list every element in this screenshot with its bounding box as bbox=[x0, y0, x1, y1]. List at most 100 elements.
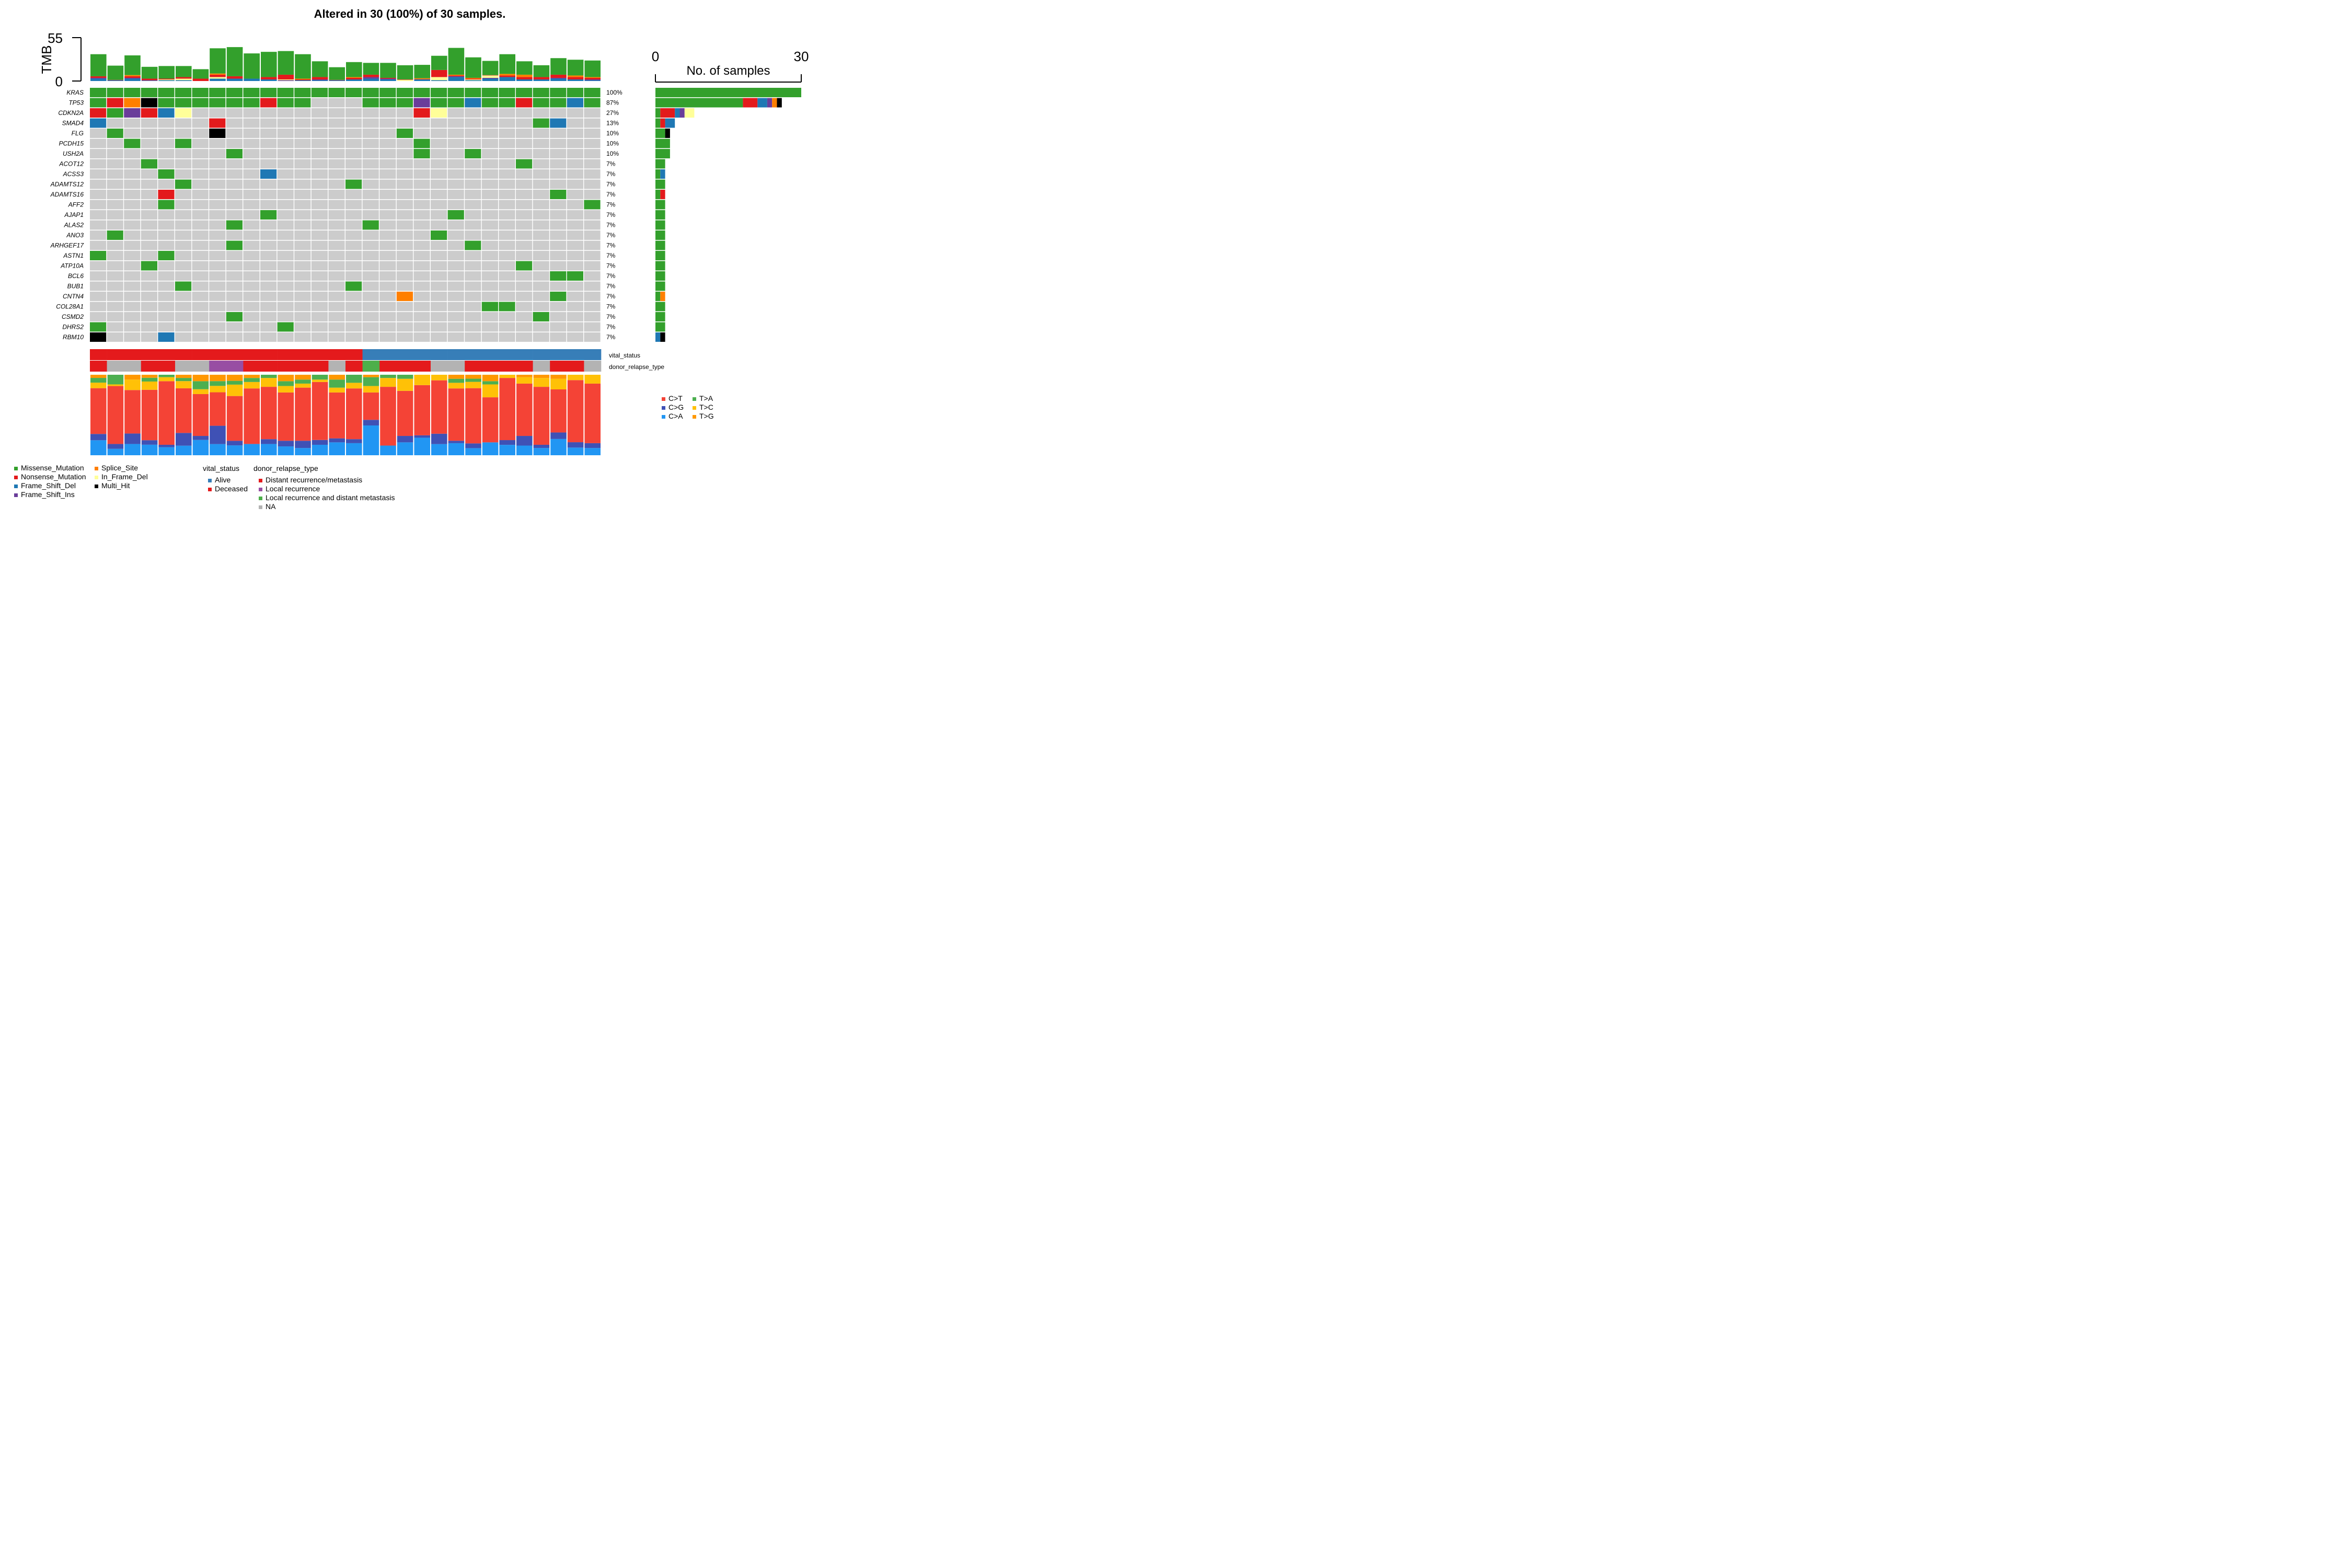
matrix-cell bbox=[209, 312, 226, 321]
matrix-cell bbox=[209, 179, 226, 189]
matrix-cell bbox=[175, 200, 192, 210]
matrix-cell bbox=[362, 88, 379, 97]
matrix-cell bbox=[192, 190, 209, 199]
titv-bar-segment bbox=[278, 446, 294, 455]
matrix-cell bbox=[550, 281, 567, 291]
titv-bar-segment bbox=[90, 440, 107, 455]
titv-bar-segment bbox=[329, 387, 345, 393]
tmb-bar-segment bbox=[397, 65, 413, 79]
matrix-cell bbox=[379, 332, 396, 342]
tmb-tick-label: 55 bbox=[48, 30, 63, 46]
matrix-cell bbox=[141, 108, 157, 118]
gene-label: AFF2 bbox=[68, 201, 84, 209]
matrix-cell bbox=[260, 281, 277, 291]
matrix-cell bbox=[90, 230, 107, 240]
gene-bar-segment bbox=[655, 332, 661, 342]
tmb-bar-segment bbox=[141, 66, 158, 79]
matrix-cell bbox=[431, 251, 447, 260]
matrix-cell bbox=[345, 292, 362, 301]
tmb-bar-segment bbox=[278, 74, 294, 79]
matrix-cell bbox=[584, 261, 601, 271]
titv-bar-segment bbox=[158, 447, 175, 455]
matrix-cell bbox=[243, 271, 260, 281]
matrix-cell bbox=[431, 108, 447, 118]
legend-swatch bbox=[259, 488, 262, 491]
titv-bar-segment bbox=[226, 441, 243, 446]
matrix-cell bbox=[465, 159, 481, 169]
gene-percent-label: 7% bbox=[606, 242, 616, 249]
matrix-cell bbox=[533, 190, 549, 199]
matrix-cell bbox=[533, 261, 549, 271]
tmb-bar-segment bbox=[158, 66, 175, 79]
matrix-cell bbox=[226, 210, 243, 220]
titv-bar-segment bbox=[329, 392, 345, 439]
titv-bar-segment bbox=[465, 448, 481, 455]
matrix-cell bbox=[362, 159, 379, 169]
matrix-cell bbox=[141, 118, 157, 128]
matrix-cell bbox=[277, 220, 294, 230]
matrix-cell bbox=[550, 139, 567, 148]
matrix-cell bbox=[260, 108, 277, 118]
matrix-cell bbox=[379, 139, 396, 148]
matrix-cell bbox=[481, 281, 498, 291]
matrix-cell bbox=[447, 240, 464, 250]
matrix-cell bbox=[311, 230, 328, 240]
matrix-cell bbox=[413, 200, 430, 210]
matrix-cell bbox=[226, 169, 243, 179]
matrix-cell bbox=[277, 292, 294, 301]
annotation-cell bbox=[192, 361, 210, 372]
legend-swatch bbox=[208, 488, 212, 491]
matrix-cell bbox=[328, 261, 345, 271]
tmb-bar-segment bbox=[414, 78, 430, 79]
matrix-cell bbox=[141, 240, 157, 250]
tmb-bar-segment bbox=[380, 79, 396, 81]
annotation-cell bbox=[294, 349, 312, 360]
annotation-cell bbox=[141, 349, 158, 360]
matrix-cell bbox=[481, 251, 498, 260]
matrix-cell bbox=[499, 271, 515, 281]
matrix-cell bbox=[294, 251, 311, 260]
tmb-bar-segment bbox=[329, 80, 345, 81]
matrix-cell bbox=[379, 190, 396, 199]
matrix-cell bbox=[243, 139, 260, 148]
relapse-legend-title: donor_relapse_type bbox=[253, 464, 318, 472]
matrix-cell bbox=[209, 292, 226, 301]
tmb-bar-segment bbox=[567, 75, 584, 77]
matrix-cell bbox=[192, 159, 209, 169]
matrix-cell bbox=[379, 251, 396, 260]
titv-bar-segment bbox=[141, 375, 158, 378]
annotation-cell bbox=[379, 349, 397, 360]
matrix-cell bbox=[447, 251, 464, 260]
matrix-cell bbox=[396, 210, 413, 220]
matrix-cell bbox=[328, 190, 345, 199]
matrix-cell bbox=[567, 179, 583, 189]
tmb-bar-segment bbox=[431, 80, 447, 81]
matrix-cell bbox=[499, 261, 515, 271]
matrix-cell bbox=[226, 312, 243, 321]
titv-bar-segment bbox=[380, 378, 396, 387]
matrix-cell bbox=[226, 220, 243, 230]
tmb-bar-segment bbox=[90, 54, 107, 76]
matrix-cell bbox=[90, 220, 107, 230]
vital-legend-item: Alive bbox=[215, 476, 231, 484]
annotation-cell bbox=[243, 349, 261, 360]
tmb-bar-segment bbox=[176, 77, 192, 79]
matrix-cell bbox=[584, 220, 601, 230]
tmb-bar-segment bbox=[312, 79, 328, 80]
matrix-cell bbox=[243, 332, 260, 342]
matrix-cell bbox=[362, 139, 379, 148]
tmb-bar-segment bbox=[107, 65, 124, 80]
titv-bar-segment bbox=[90, 378, 107, 383]
matrix-cell bbox=[141, 230, 157, 240]
matrix-cell bbox=[362, 312, 379, 321]
titv-bar-segment bbox=[584, 448, 601, 455]
matrix-cell bbox=[107, 302, 123, 312]
annotation-cell bbox=[226, 361, 244, 372]
tmb-bar-segment bbox=[158, 80, 175, 81]
titv-bar-segment bbox=[244, 444, 260, 455]
gene-percent-label: 7% bbox=[606, 324, 616, 331]
titv-bar-segment bbox=[261, 439, 277, 444]
annotation-cell bbox=[465, 361, 482, 372]
matrix-cell bbox=[243, 251, 260, 260]
matrix-cell bbox=[396, 261, 413, 271]
